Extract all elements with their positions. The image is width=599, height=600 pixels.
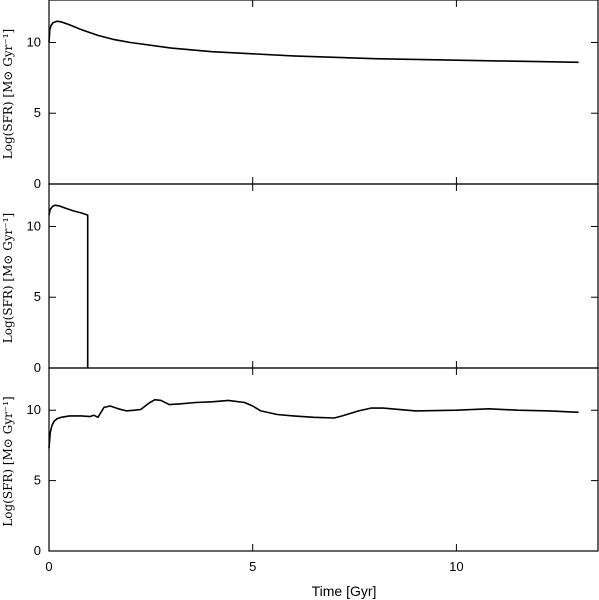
y-tick-label: 5 <box>34 289 41 304</box>
y-tick-label: 0 <box>34 176 41 191</box>
panel-frame <box>48 183 599 369</box>
y-tick-label: 5 <box>34 473 41 488</box>
panel-1: 0 5 10 Log(SFR) [M⊙ Gyr⁻¹] <box>1 0 599 191</box>
y-axis-label: Log(SFR) [M⊙ Gyr⁻¹] <box>1 29 15 159</box>
x-tick-label: 10 <box>449 559 463 574</box>
y-tick-label: 5 <box>34 105 41 120</box>
sfr-line <box>48 204 89 368</box>
panel-frame <box>48 0 599 185</box>
sfr-line <box>48 20 579 64</box>
x-tick-label: 5 <box>249 559 256 574</box>
x-axis-label: Time [Gyr] <box>312 583 377 599</box>
y-tick-label: 0 <box>34 360 41 375</box>
panel-3: 0 5 10 0 5 10 Log(SFR) [M⊙ Gyr⁻¹] Time [Gyr] <box>1 367 599 599</box>
y-tick-label: 10 <box>27 34 41 49</box>
panel-2: 0 5 10 Log(SFR) [M⊙ Gyr⁻¹] <box>1 183 599 375</box>
sfr-line <box>48 398 579 449</box>
y-axis-label: Log(SFR) [M⊙ Gyr⁻¹] <box>1 396 15 526</box>
y-tick-label: 0 <box>34 543 41 558</box>
y-axis-label: Log(SFR) [M⊙ Gyr⁻¹] <box>1 213 15 343</box>
y-tick-label: 10 <box>27 218 41 233</box>
y-tick-label: 10 <box>27 402 41 417</box>
panel-frame <box>48 367 599 552</box>
x-tick-label: 0 <box>45 559 52 574</box>
